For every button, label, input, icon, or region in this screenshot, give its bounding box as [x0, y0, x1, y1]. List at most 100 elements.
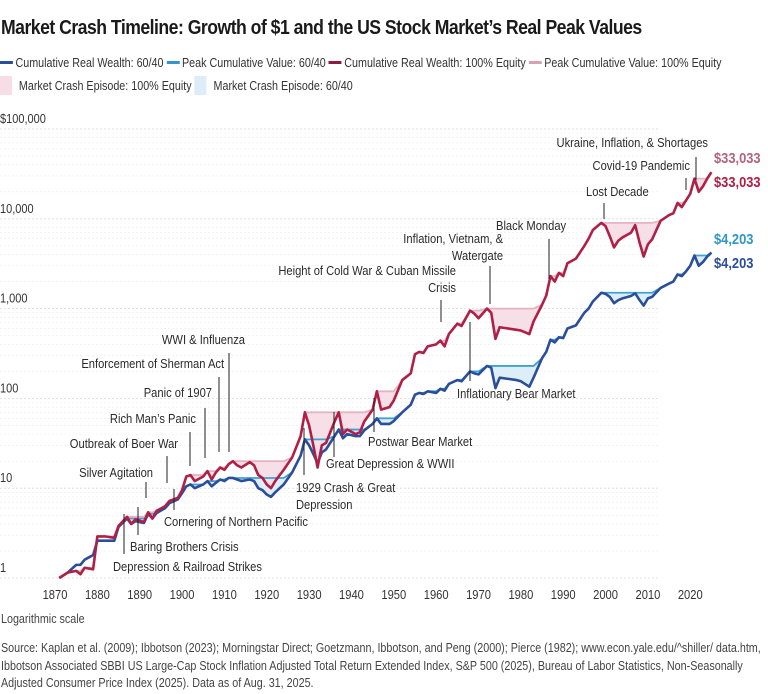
annotation-line: Black Monday: [496, 218, 567, 233]
x-tick-label: 2020: [678, 587, 703, 602]
x-tick-label: 1920: [254, 587, 279, 602]
x-tick-label: 1910: [212, 587, 237, 602]
annotation-label: Baring Brothers Crisis: [130, 539, 239, 554]
legend-label: Market Crash Episode: 60/40: [213, 79, 353, 93]
annotation: 1929 Crash & Great Depression: [296, 428, 396, 512]
legend-label: Cumulative Real Wealth: 100% Equity: [344, 56, 526, 70]
annotation: Panic of 1907: [144, 385, 213, 458]
legend-label: Peak Cumulative Value: 100% Equity: [544, 56, 722, 70]
y-tick-label: 10: [0, 472, 13, 486]
annotation-label: Inflationary Bear Market: [457, 386, 576, 401]
annotation-label: Rich Man’s Panic: [110, 411, 196, 426]
legend-item-equity-crash: Market Crash Episode: 100% Equity: [0, 76, 192, 96]
annotation-line: Postwar Bear Market: [368, 434, 473, 449]
annotation-label: Inflation, Vietnam, & Watergate: [403, 231, 503, 263]
chart-title: Market Crash Timeline: Growth of $1 and …: [1, 16, 642, 39]
annotation: Rich Man’s Panic: [110, 411, 196, 466]
annotation-line: Ukraine, Inflation, & Shortages: [557, 135, 708, 150]
legend: Cumulative Real Wealth: 60/40 Peak Cumul…: [0, 52, 768, 98]
annotation-label: Covid-19 Pandemic: [593, 158, 690, 173]
annotation-line: Inflationary Bear Market: [457, 386, 576, 401]
x-tick-label: 1890: [127, 587, 152, 602]
annotation: Enforcement of Sherman Act: [81, 356, 225, 452]
annotation-line: Lost Decade: [586, 184, 649, 199]
x-tick-label: 1980: [508, 587, 533, 602]
legend-item-equity-wealth: Cumulative Real Wealth: 100% Equity: [328, 56, 526, 70]
annotation: Inflation, Vietnam, & Watergate: [403, 231, 503, 304]
x-tick-label: 1930: [297, 587, 322, 602]
annotation: Covid-19 Pandemic: [593, 158, 690, 190]
x-tick-label: 2010: [635, 587, 660, 602]
end-value-label: $33,033: [714, 149, 761, 166]
y-tick-label: 1,000: [0, 292, 28, 306]
annotation: Great Depression & WWII: [326, 412, 454, 471]
annotation-line: WWI & Influenza: [162, 332, 245, 347]
x-tick-label: 1990: [551, 587, 576, 602]
annotation-label: Ukraine, Inflation, & Shortages: [557, 135, 708, 150]
annotation-label: 1929 Crash & Great Depression: [296, 480, 396, 512]
annotation-label: Black Monday: [496, 218, 567, 233]
legend-item-60-40-peak: Peak Cumulative Value: 60/40: [166, 56, 326, 70]
legend-label: Peak Cumulative Value: 60/40: [181, 56, 326, 70]
legend-label: Cumulative Real Wealth: 60/40: [15, 56, 164, 70]
annotation: Depression & Railroad Strikes: [113, 514, 262, 574]
annotation-line: Rich Man’s Panic: [110, 411, 196, 426]
x-tick-label: 1900: [170, 587, 195, 602]
annotation-label: Height of Cold War & Cuban Missile Crisis: [278, 263, 456, 295]
annotation: Height of Cold War & Cuban Missile Crisis: [278, 263, 456, 322]
end-value-label: $4,203: [714, 254, 754, 271]
annotation-label: Outbreak of Boer War: [70, 436, 178, 451]
annotation-line: Enforcement of Sherman Act: [81, 356, 224, 371]
scale-note: Logarithmic scale: [1, 612, 85, 626]
x-tick-label: 1970: [466, 587, 491, 602]
annotation-label: Great Depression & WWII: [326, 456, 454, 471]
legend-swatch: [328, 61, 342, 64]
annotation-line: Silver Agitation: [79, 465, 153, 480]
annotation-label: Depression & Railroad Strikes: [113, 559, 262, 574]
annotation-line: Inflation, Vietnam, &: [403, 231, 503, 246]
annotation: Cornering of Northern Pacific: [164, 489, 308, 529]
legend-swatch: [194, 76, 207, 96]
y-tick-label: 100: [0, 382, 19, 396]
annotation-line: 1929 Crash & Great: [296, 480, 396, 495]
annotation: Lost Decade: [586, 184, 649, 219]
annotation: Black Monday: [496, 218, 567, 279]
annotation-line: Covid-19 Pandemic: [593, 158, 690, 173]
annotation: Inflationary Bear Market: [457, 322, 576, 401]
annotation-line: Crisis: [428, 280, 456, 295]
x-tick-label: 1950: [381, 587, 406, 602]
legend-swatch: [0, 61, 13, 64]
annotation-label: Panic of 1907: [144, 385, 213, 400]
x-tick-label: 2000: [593, 587, 618, 602]
annotation: Silver Agitation: [79, 465, 153, 498]
legend-swatch: [0, 76, 13, 96]
annotation: Outbreak of Boer War: [70, 436, 178, 483]
end-value-label: $33,033: [714, 173, 761, 190]
annotation-label: Silver Agitation: [79, 465, 153, 480]
annotation-line: Depression & Railroad Strikes: [113, 559, 262, 574]
y-tick-label: $100,000: [0, 112, 46, 126]
equity-crash-area: [59, 172, 712, 578]
annotation: Postwar Bear Market: [368, 398, 473, 449]
legend-item-60-40-wealth: Cumulative Real Wealth: 60/40: [0, 56, 163, 70]
legend-item-60-40-crash: Market Crash Episode: 60/40: [194, 76, 353, 96]
annotation-label: Cornering of Northern Pacific: [164, 514, 308, 529]
legend-swatch: [166, 61, 180, 64]
x-tick-label: 1870: [43, 587, 68, 602]
annotation-line: Panic of 1907: [144, 385, 213, 400]
y-tick-label: 1: [0, 561, 6, 575]
y-tick-label: 10,000: [0, 202, 34, 216]
annotation-line: Cornering of Northern Pacific: [164, 514, 308, 529]
x-tick-label: 1960: [424, 587, 449, 602]
annotation-line: Depression: [296, 497, 352, 512]
x-tick-label: 1940: [339, 587, 364, 602]
annotation-line: Baring Brothers Crisis: [130, 539, 239, 554]
annotation-label: Postwar Bear Market: [368, 434, 473, 449]
x-tick-label: 1880: [85, 587, 110, 602]
legend-item-equity-peak: Peak Cumulative Value: 100% Equity: [528, 56, 722, 70]
annotation-label: WWI & Influenza: [162, 332, 245, 347]
annotation-label: Lost Decade: [586, 184, 649, 199]
annotation-label: Enforcement of Sherman Act: [81, 356, 224, 371]
annotation-line: Watergate: [452, 248, 503, 263]
annotation: Ukraine, Inflation, & Shortages: [557, 135, 708, 180]
